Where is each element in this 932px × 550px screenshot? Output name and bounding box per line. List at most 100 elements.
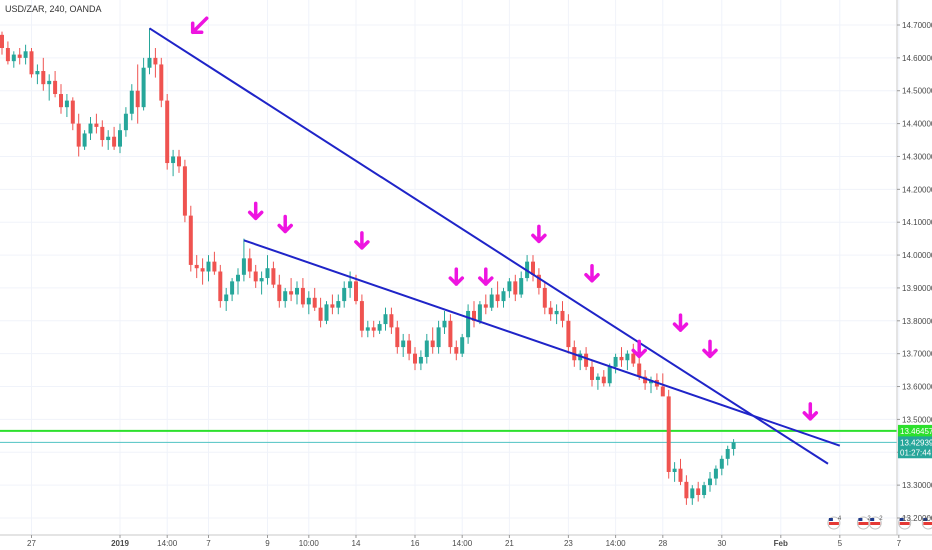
candle-body [413, 353, 417, 364]
event-flag-stripe [858, 522, 869, 525]
candle-body [354, 281, 358, 302]
price-badge [898, 436, 932, 449]
arrow-down-icon [531, 224, 547, 244]
candle-body [383, 314, 388, 325]
candle-body [448, 320, 453, 348]
candle-body [708, 478, 712, 486]
price-tick-label: 14.10000 [902, 218, 932, 227]
candle-body [153, 57, 158, 65]
candle-body [424, 340, 429, 357]
price-tick-label: 14.70000 [902, 21, 932, 30]
candle-body [94, 123, 99, 127]
candle-body [430, 340, 435, 348]
price-badge [898, 446, 932, 459]
candle-body [725, 448, 730, 459]
price-tick-label: 13.80000 [902, 317, 932, 326]
candle-body [489, 294, 494, 308]
price-badge-label: 13.42939 [900, 438, 932, 447]
candle-body [536, 274, 541, 288]
event-flag-stripe [828, 522, 839, 525]
candle-body [442, 320, 447, 328]
price-tick-label: 13.50000 [902, 415, 932, 424]
candle-body [283, 291, 288, 302]
time-tick-label: 10:00 [299, 539, 320, 548]
candle-body [271, 268, 276, 285]
candle-body [731, 442, 736, 449]
candle-body [212, 261, 217, 272]
time-tick-label: Feb [774, 539, 788, 548]
candle-body [418, 356, 423, 364]
candle-body [306, 297, 311, 305]
candle-body [236, 274, 240, 282]
arrow-down-icon [702, 339, 718, 359]
candle-body [118, 130, 122, 147]
candle-body [247, 258, 252, 272]
candle-body [188, 215, 193, 265]
candle-body [5, 48, 10, 62]
candle-body [531, 261, 535, 275]
candle-body [401, 340, 406, 348]
candle-body [666, 396, 671, 472]
candle-body [135, 90, 140, 108]
event-flag-canton [828, 518, 833, 521]
time-tick-label: 14:00 [452, 539, 473, 548]
candle-body [312, 297, 317, 308]
candle-body [377, 324, 382, 331]
arrow-down-icon [672, 313, 689, 332]
candle-body [477, 304, 482, 321]
candle-body [560, 310, 565, 321]
time-axis[interactable]: 27 2019 14:00 7 9 10:00 14 16 14:00 21 23 14:00 28 30… [27, 535, 902, 548]
candle-body [177, 156, 181, 167]
time-tick-label: 16 [411, 539, 420, 548]
arrow-down-icon [631, 339, 647, 359]
candle-body [336, 301, 341, 308]
event-flag-canton [923, 518, 928, 521]
candle-body [88, 123, 93, 134]
candle-body [625, 353, 630, 361]
candle-body [460, 337, 465, 354]
candle-body [702, 485, 707, 495]
arrow-diagonal-icon [190, 16, 209, 35]
candle-body [106, 136, 111, 141]
candle-body [59, 94, 63, 108]
candle-body [41, 71, 46, 85]
candle-body [182, 166, 187, 216]
candle-body [501, 291, 506, 302]
grid [0, 0, 900, 535]
candle-body [123, 113, 128, 131]
candle-body [82, 133, 87, 147]
candle-body [100, 126, 105, 141]
candle-body [407, 340, 412, 354]
candle-body [637, 363, 642, 377]
candle-body [265, 268, 270, 279]
price-tick-label: 13.60000 [902, 383, 932, 392]
candle-body [76, 123, 81, 147]
time-tick-label: 30 [717, 539, 726, 548]
candle-body [696, 488, 701, 495]
candle-body [672, 468, 677, 472]
candle-body [165, 100, 170, 164]
event-flag-canton [870, 518, 875, 521]
arrow-down-icon [478, 267, 494, 286]
time-tick-label: 7 [206, 539, 211, 548]
candle-body [241, 258, 246, 275]
candle-body [472, 310, 476, 321]
price-tick-label: 13.70000 [902, 350, 932, 359]
event-flag-stripe [923, 522, 932, 525]
candle-body [584, 353, 589, 367]
event-flag-stripe [870, 522, 881, 525]
candle-body [542, 287, 547, 308]
time-tick-label: 7 [897, 539, 902, 548]
event-count: 2 [867, 516, 871, 522]
event-markers: 4 2 2 [827, 516, 932, 530]
candle-body [719, 458, 724, 469]
candle-body [194, 264, 199, 269]
price-tick-label: 14.20000 [902, 185, 932, 194]
trendlines [148, 27, 841, 465]
candle-body [365, 327, 370, 331]
arrows [190, 16, 819, 421]
candle-body [466, 310, 471, 338]
candle-body [389, 314, 394, 328]
